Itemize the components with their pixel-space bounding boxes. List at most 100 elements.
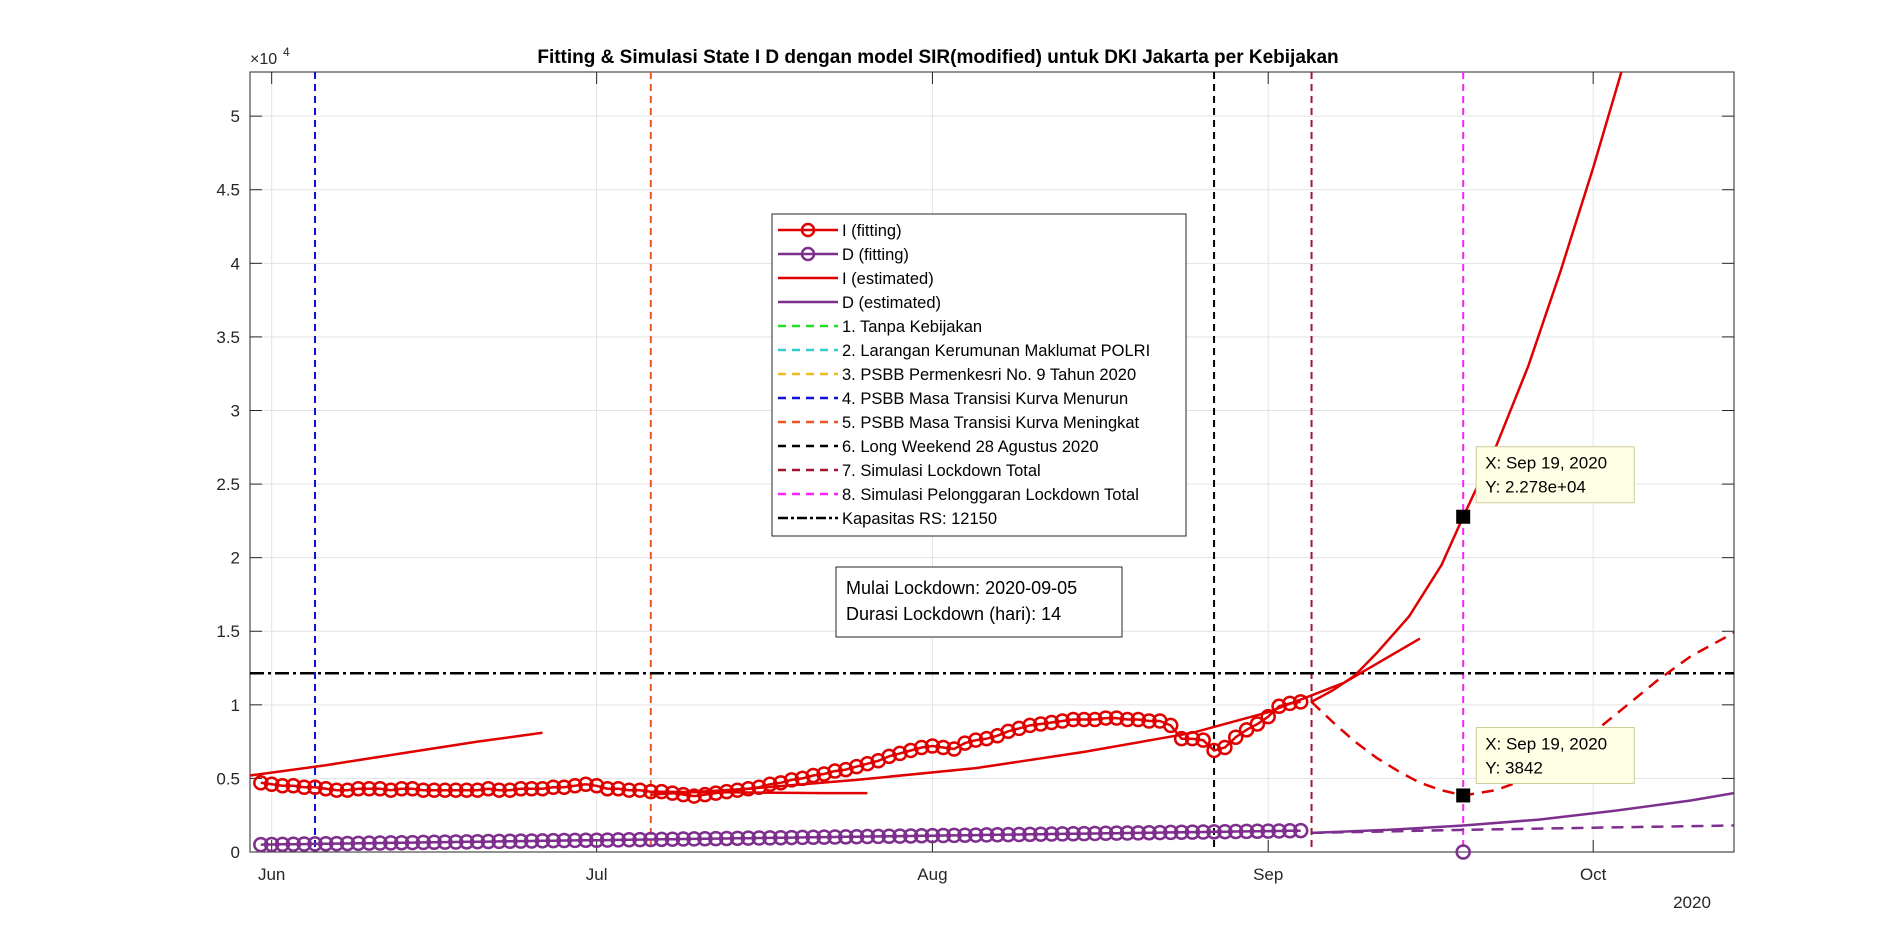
data-point-marker: [838, 761, 854, 778]
data-point-marker: [274, 778, 291, 794]
data-point-marker: [805, 829, 822, 846]
datatip-marker: [1456, 788, 1471, 803]
data-point-marker: [632, 831, 648, 848]
data-point-marker: [253, 775, 269, 791]
data-point-marker: [1238, 823, 1255, 840]
data-point-marker: [1097, 825, 1114, 842]
data-point-marker: [805, 767, 822, 784]
data-point-marker: [556, 779, 572, 795]
chart-title: Fitting & Simulasi State I D dengan mode…: [537, 47, 1338, 68]
data-point-marker: [762, 830, 778, 846]
data-point-marker: [1217, 739, 1233, 756]
data-point-marker: [285, 778, 302, 794]
data-point-marker: [1076, 825, 1092, 842]
datatip-x-text: X: Sep 19, 2020: [1485, 734, 1607, 753]
data-point-marker: [957, 827, 973, 843]
data-point-marker: [610, 832, 627, 848]
x-year-label: 2020: [1673, 893, 1711, 912]
data-point-marker: [296, 779, 312, 795]
data-point-marker: [415, 834, 432, 851]
data-point-marker: [448, 834, 464, 850]
x-tick-label: Oct: [1580, 865, 1607, 884]
series-line: [1310, 72, 1623, 703]
data-point-marker: [534, 833, 551, 849]
data-point-marker: [404, 780, 421, 797]
data-point-marker: [978, 730, 995, 747]
data-point-marker: [372, 835, 388, 851]
data-point-marker: [1022, 717, 1038, 734]
data-point-marker: [426, 834, 442, 851]
data-point-marker: [1271, 823, 1287, 839]
data-point-marker: [1032, 826, 1049, 842]
data-point-marker: [827, 763, 843, 779]
data-point-marker: [816, 829, 832, 845]
datatip-y-text: Y: 3842: [1485, 758, 1543, 777]
data-point-marker: [567, 832, 583, 849]
data-point-marker: [1087, 711, 1103, 728]
data-point-marker: [523, 780, 540, 797]
data-point-marker: [881, 748, 897, 765]
data-point-marker: [1065, 826, 1081, 842]
legend-label: D (fitting): [842, 246, 909, 264]
data-point-marker: [1000, 826, 1016, 843]
data-point-marker: [599, 832, 616, 848]
data-point-marker: [1108, 825, 1125, 841]
datatip-x-text: X: Sep 19, 2020: [1485, 454, 1607, 473]
data-point-marker: [859, 755, 876, 772]
data-point-marker: [913, 828, 930, 844]
data-point-marker: [935, 827, 952, 844]
data-point-marker: [697, 831, 713, 847]
data-point-marker: [1206, 742, 1222, 759]
data-point-marker: [697, 786, 713, 803]
data-point-marker: [870, 828, 887, 845]
data-point-marker: [415, 782, 432, 798]
data-point-marker: [653, 831, 670, 848]
legend-label: D (estimated): [842, 294, 941, 312]
data-point-marker: [1130, 711, 1146, 728]
data-point-marker: [328, 782, 345, 798]
legend-label: 5. PSBB Masa Transisi Kurva Meningkat: [842, 414, 1140, 432]
data-point-marker: [903, 828, 919, 844]
data-point-marker: [1217, 823, 1233, 840]
data-point-marker: [1130, 825, 1146, 841]
data-point-marker: [361, 780, 377, 797]
grid-lines: [250, 72, 1734, 853]
data-point-marker: [1043, 826, 1060, 842]
data-point-marker: [513, 780, 529, 797]
data-point-marker: [989, 827, 1006, 843]
data-point-marker: [1260, 708, 1276, 725]
data-point-marker: [751, 830, 767, 846]
data-point-marker: [838, 829, 854, 845]
data-point-marker: [307, 836, 323, 852]
plot-frame: [249, 71, 1735, 853]
policy-lines: [313, 72, 1465, 852]
data-point-marker: [816, 766, 832, 782]
data-point-marker: [469, 782, 486, 798]
data-point-marker: [827, 829, 843, 845]
data-point-marker: [1260, 823, 1276, 839]
data-point-marker: [848, 828, 865, 845]
data-point-marker: [718, 830, 735, 847]
data-point-marker: [491, 782, 507, 798]
x-tick-label: Sep: [1253, 865, 1283, 884]
data-point-marker: [1043, 714, 1060, 731]
data-point-marker: [1162, 824, 1179, 841]
lockdown-annotation: Mulai Lockdown: 2020-09-05 Durasi Lockdow…: [835, 566, 1123, 638]
data-point-marker: [632, 782, 648, 798]
data-point-marker: [1206, 824, 1222, 840]
data-point-marker: [404, 834, 421, 851]
data-point-marker: [675, 786, 692, 803]
data-point-marker: [556, 832, 572, 849]
data-point-marker: [372, 780, 388, 797]
data-point-marker: [263, 776, 280, 793]
data-point-marker: [383, 782, 399, 798]
extra-point-marker: [1455, 844, 1471, 860]
data-point-marker: [545, 779, 562, 795]
legend-label: 1. Tanpa Kebijakan: [842, 318, 982, 336]
data-point-marker: [773, 829, 789, 846]
y-tick-label: 0: [231, 843, 240, 862]
data-point-marker: [1054, 826, 1071, 842]
x-tick-label: Jul: [586, 865, 608, 884]
data-point-marker: [1000, 723, 1016, 740]
data-point-marker: [686, 788, 702, 804]
